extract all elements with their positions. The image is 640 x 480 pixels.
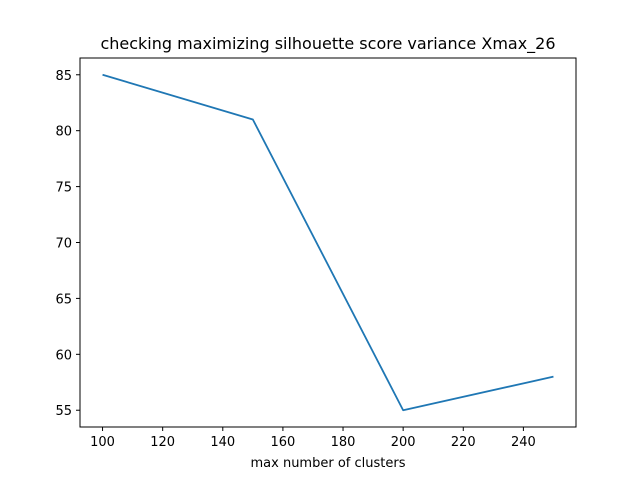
series-layer	[102, 73, 554, 412]
y-tick-label: 55	[55, 404, 72, 419]
series-line-0	[102, 73, 554, 412]
x-tick-label: 100	[90, 435, 115, 450]
y-tick-label: 75	[55, 181, 72, 196]
x-tick-label: 200	[391, 435, 416, 450]
x-tick-label: 140	[210, 435, 235, 450]
x-axis: 100 120 140 160 180 200 220 240	[90, 427, 536, 450]
x-tick-label: 180	[331, 435, 356, 450]
x-tick-label: 220	[451, 435, 476, 450]
x-tick-label: 120	[150, 435, 175, 450]
y-tick-label: 60	[55, 348, 72, 363]
y-tick-label: 80	[55, 125, 72, 140]
x-tick-label: 160	[270, 435, 295, 450]
y-axis: 55 60 65 70 75 80 85	[55, 69, 80, 419]
x-tick-label: 240	[511, 435, 536, 450]
y-tick-label: 65	[55, 292, 72, 307]
y-tick-label: 70	[55, 237, 72, 252]
y-tick-label: 85	[55, 69, 72, 84]
x-axis-label: max number of clusters	[251, 456, 406, 471]
chart-title: checking maximizing silhouette score var…	[100, 34, 555, 54]
